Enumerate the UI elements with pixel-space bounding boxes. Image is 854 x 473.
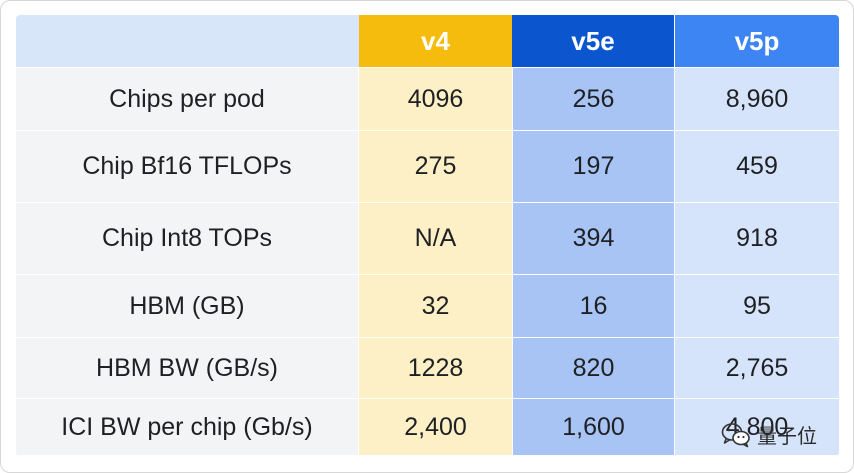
cell-v5e: 1,600	[512, 399, 674, 456]
watermark-text: 量子位	[757, 424, 817, 448]
header-empty-cell	[16, 15, 359, 68]
cell-v5p: 918	[674, 203, 839, 275]
cell-v5e: 256	[512, 68, 674, 131]
row-label: ICI BW per chip (Gb/s)	[16, 399, 359, 456]
row-label: Chip Bf16 TFLOPs	[16, 131, 359, 203]
tpu-comparison-table: v4 v5e v5p Chips per pod 4096 256 8,960 …	[16, 15, 839, 456]
cell-v4: N/A	[359, 203, 512, 275]
cell-v5p: 95	[674, 275, 839, 338]
row-label: HBM BW (GB/s)	[16, 338, 359, 399]
cell-v4: 32	[359, 275, 512, 338]
cell-v5p: 459	[674, 131, 839, 203]
cell-v5e: 197	[512, 131, 674, 203]
watermark: 量子位	[721, 420, 817, 449]
wechat-icon	[721, 422, 751, 448]
row-label: Chip Int8 TOPs	[16, 203, 359, 275]
cell-v4: 4096	[359, 68, 512, 131]
cell-v5e: 394	[512, 203, 674, 275]
cell-v5e: 820	[512, 338, 674, 399]
cell-v5p: 8,960	[674, 68, 839, 131]
cell-v5p: 2,765	[674, 338, 839, 399]
cell-v4: 1228	[359, 338, 512, 399]
header-v4: v4	[359, 15, 512, 68]
header-v5p: v5p	[674, 15, 839, 68]
row-label: Chips per pod	[16, 68, 359, 131]
row-label: HBM (GB)	[16, 275, 359, 338]
cell-v5e: 16	[512, 275, 674, 338]
cell-v4: 2,400	[359, 399, 512, 456]
header-v5e: v5e	[512, 15, 674, 68]
cell-v4: 275	[359, 131, 512, 203]
